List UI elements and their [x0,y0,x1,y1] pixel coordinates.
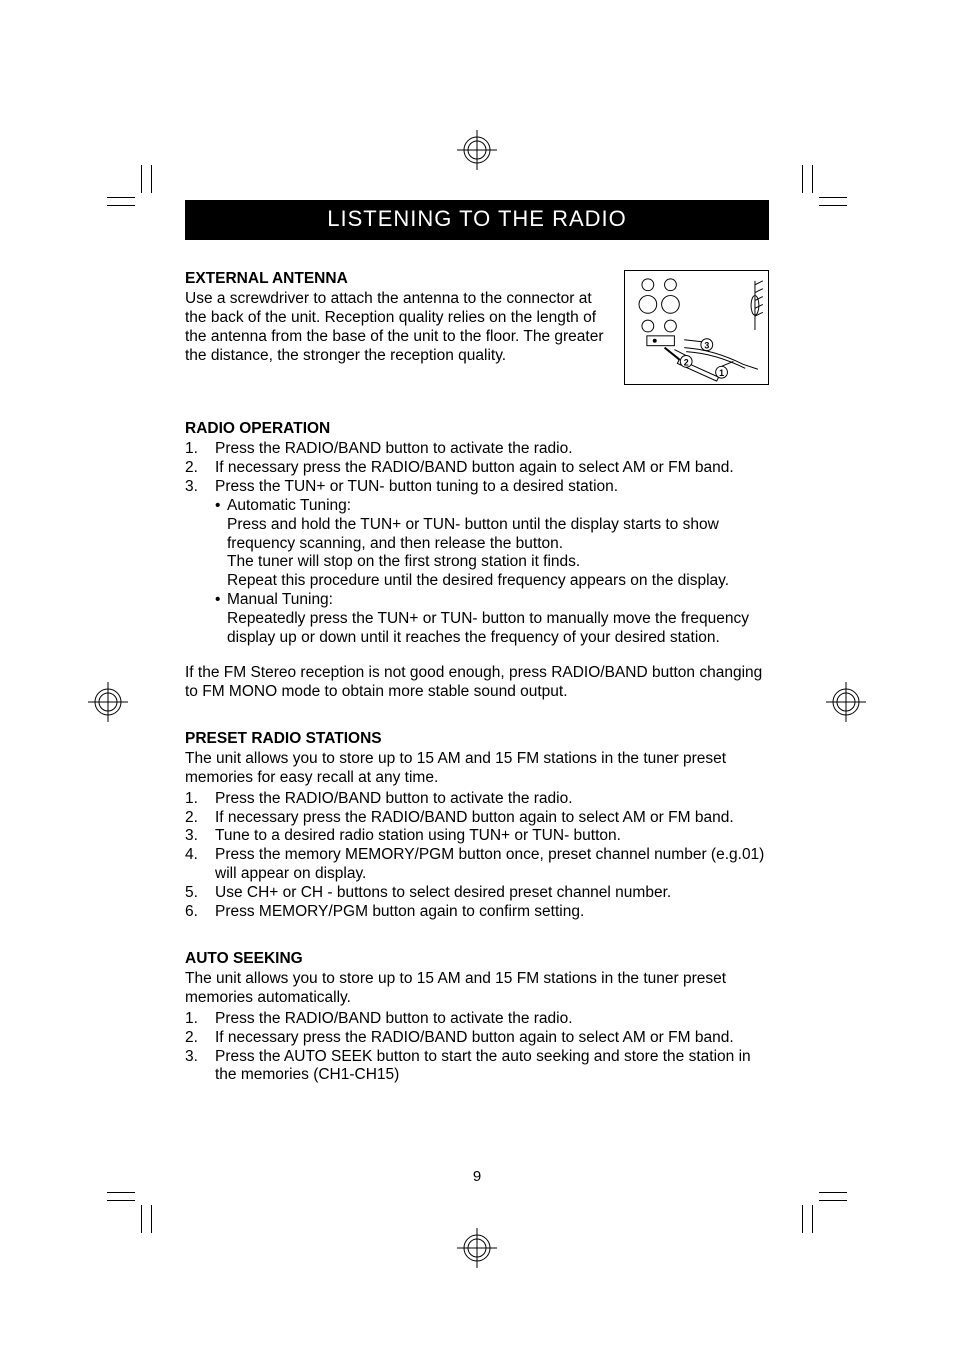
list-text: Press the TUN+ or TUN- button tuning to … [215,478,618,495]
list-item: 2.If necessary press the RADIO/BAND butt… [185,809,769,828]
bullet-icon: • [215,497,227,516]
registration-mark-bottom [457,1228,497,1268]
list-num: 4. [185,846,215,884]
list-text: Use CH+ or CH - buttons to select desire… [215,884,769,903]
manual-tuning-text: Repeatedly press the TUN+ or TUN- button… [215,610,769,648]
list-item: 2.If necessary press the RADIO/BAND butt… [185,1029,769,1048]
auto-seek-intro: The unit allows you to store up to 15 AM… [185,970,769,1008]
page-title: LISTENING TO THE RADIO [185,200,769,240]
bullet-icon: • [215,591,227,610]
list-text: Press the RADIO/BAND button to activate … [215,790,769,809]
auto-tuning-line: Press and hold the TUN+ or TUN- button u… [215,516,769,554]
heading-auto-seeking: AUTO SEEKING [185,950,769,968]
svg-text:1: 1 [719,368,724,378]
auto-tuning-line: The tuner will stop on the first strong … [215,553,769,572]
list-num: 3. [185,827,215,846]
crop-mark-tr [799,175,839,215]
auto-tuning-label: Automatic Tuning: [227,497,769,516]
list-num: 2. [185,809,215,828]
list-num: 2. [185,1029,215,1048]
svg-text:2: 2 [684,357,689,367]
list-item: 2.If necessary press the RADIO/BAND butt… [185,459,769,478]
heading-external-antenna: EXTERNAL ANTENNA [185,270,614,288]
fm-stereo-note: If the FM Stereo reception is not good e… [185,664,769,702]
list-item: 1.Press the RADIO/BAND button to activat… [185,440,769,459]
list-text: Tune to a desired radio station using TU… [215,827,769,846]
list-item: 1.Press the RADIO/BAND button to activat… [185,1010,769,1029]
list-text: Press the RADIO/BAND button to activate … [215,1010,769,1029]
antenna-diagram: 3 2 1 [624,270,769,390]
list-text: If necessary press the RADIO/BAND button… [215,459,769,478]
section-preset: PRESET RADIO STATIONS The unit allows yo… [185,730,769,922]
heading-preset: PRESET RADIO STATIONS [185,730,769,748]
list-item: 3. Press the TUN+ or TUN- button tuning … [185,478,769,648]
list-item: 4.Press the memory MEMORY/PGM button onc… [185,846,769,884]
list-item: 1.Press the RADIO/BAND button to activat… [185,790,769,809]
list-num: 6. [185,903,215,922]
list-text: Press the memory MEMORY/PGM button once,… [215,846,769,884]
registration-mark-left [88,682,128,722]
heading-radio-operation: RADIO OPERATION [185,420,769,438]
crop-mark-br [799,1183,839,1223]
crop-mark-bl [115,1183,155,1223]
list-num: 3. [185,478,215,648]
manual-tuning-label: Manual Tuning: [227,591,769,610]
section-radio-operation: RADIO OPERATION 1.Press the RADIO/BAND b… [185,420,769,648]
list-item: 6.Press MEMORY/PGM button again to confi… [185,903,769,922]
page-content: LISTENING TO THE RADIO EXTERNAL ANTENNA … [185,200,769,1085]
preset-intro: The unit allows you to store up to 15 AM… [185,750,769,788]
section-external-antenna: EXTERNAL ANTENNA Use a screwdriver to at… [185,270,769,390]
auto-tuning-line: Repeat this procedure until the desired … [215,572,769,591]
registration-mark-right [826,682,866,722]
list-num: 2. [185,459,215,478]
list-text: Press the RADIO/BAND button to activate … [215,440,769,459]
registration-mark-top [457,130,497,170]
crop-mark-tl [115,175,155,215]
page-number: 9 [473,1168,481,1185]
list-num: 5. [185,884,215,903]
list-num: 1. [185,790,215,809]
list-text: Press MEMORY/PGM button again to confirm… [215,903,769,922]
list-num: 1. [185,1010,215,1029]
list-item: 3.Press the AUTO SEEK button to start th… [185,1048,769,1086]
list-num: 1. [185,440,215,459]
list-num: 3. [185,1048,215,1086]
list-text: Press the AUTO SEEK button to start the … [215,1048,769,1086]
list-text: If necessary press the RADIO/BAND button… [215,1029,769,1048]
list-item: 5.Use CH+ or CH - buttons to select desi… [185,884,769,903]
list-text: If necessary press the RADIO/BAND button… [215,809,769,828]
section-auto-seeking: AUTO SEEKING The unit allows you to stor… [185,950,769,1085]
list-item: 3.Tune to a desired radio station using … [185,827,769,846]
svg-text:3: 3 [704,341,709,351]
antenna-body: Use a screwdriver to attach the antenna … [185,290,614,366]
